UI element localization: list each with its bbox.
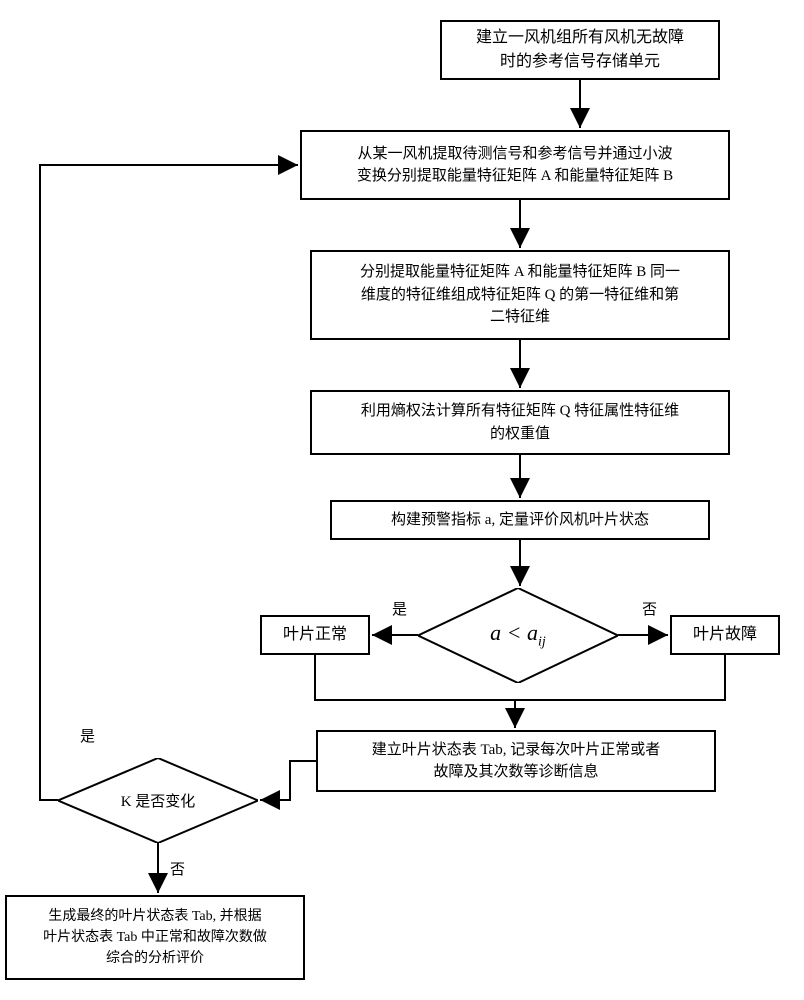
node-text: 叶片故障: [693, 623, 757, 647]
node-text: 分别提取能量特征矩阵 A 和能量特征矩阵 B 同一维度的特征维组成特征矩阵 Q …: [360, 261, 680, 329]
node-n2: 从某一风机提取待测信号和参考信号并通过小波变换分别提取能量特征矩阵 A 和能量特…: [300, 130, 730, 200]
node-n6: 叶片正常: [260, 615, 370, 655]
node-text: 生成最终的叶片状态表 Tab, 并根据叶片状态表 Tab 中正常和故障次数做综合…: [43, 906, 267, 969]
node-text: 构建预警指标 a, 定量评价风机叶片状态: [391, 509, 649, 532]
diamond-d2: K 是否变化: [58, 758, 258, 843]
node-text: 建立一风机组所有风机无故障时的参考信号存储单元: [476, 26, 684, 74]
node-text: 利用熵权法计算所有特征矩阵 Q 特征属性特征维的权重值: [361, 400, 679, 445]
node-n9: 生成最终的叶片状态表 Tab, 并根据叶片状态表 Tab 中正常和故障次数做综合…: [5, 895, 305, 980]
diamond-d1: a < aij: [418, 588, 618, 683]
node-n3: 分别提取能量特征矩阵 A 和能量特征矩阵 B 同一维度的特征维组成特征矩阵 Q …: [310, 250, 730, 340]
node-n5: 构建预警指标 a, 定量评价风机叶片状态: [330, 500, 710, 540]
node-n8: 建立叶片状态表 Tab, 记录每次叶片正常或者故障及其次数等诊断信息: [316, 730, 716, 792]
edge-label-yes-1: 是: [390, 598, 409, 619]
diamond-text: K 是否变化: [121, 790, 196, 811]
edge-label-no-2: 否: [168, 858, 187, 879]
node-text: 从某一风机提取待测信号和参考信号并通过小波变换分别提取能量特征矩阵 A 和能量特…: [357, 143, 673, 188]
edge-label-yes-2: 是: [78, 725, 97, 746]
node-text: 叶片正常: [283, 623, 347, 647]
diamond-text: a < aij: [490, 620, 546, 650]
node-text: 建立叶片状态表 Tab, 记录每次叶片正常或者故障及其次数等诊断信息: [372, 739, 661, 784]
node-n4: 利用熵权法计算所有特征矩阵 Q 特征属性特征维的权重值: [310, 390, 730, 455]
edge-label-no-1: 否: [640, 598, 659, 619]
node-n1: 建立一风机组所有风机无故障时的参考信号存储单元: [440, 20, 720, 80]
node-n7: 叶片故障: [670, 615, 780, 655]
